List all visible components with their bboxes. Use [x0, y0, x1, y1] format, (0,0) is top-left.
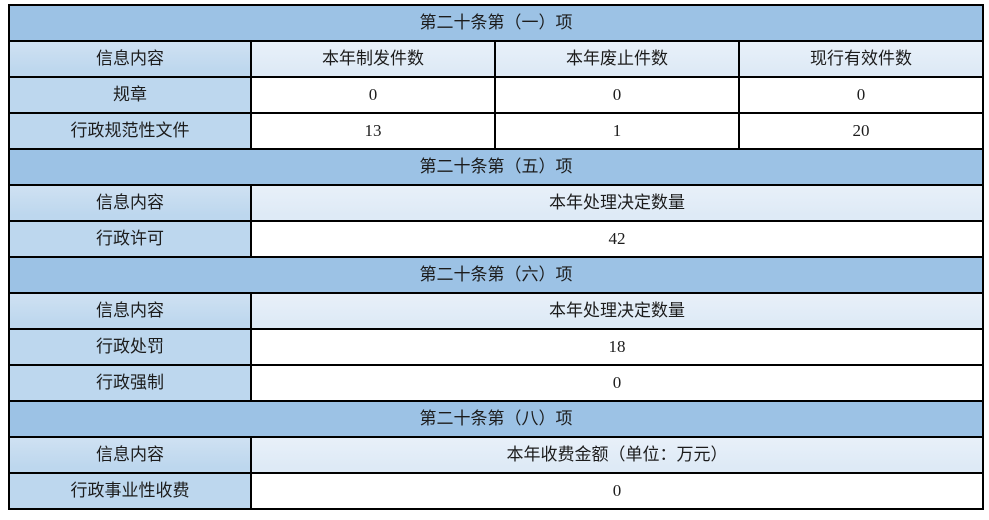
value-cell: 0	[738, 76, 984, 114]
section-title-cell: 第二十条第（六）项	[8, 256, 984, 294]
value-cell: 13	[250, 112, 496, 150]
value-cell: 18	[250, 328, 984, 366]
section-title-cell: 第二十条第（八）项	[8, 400, 984, 438]
column-header-row: 信息内容 本年处理决定数量	[8, 184, 984, 222]
row-label-cell: 行政处罚	[8, 328, 252, 366]
column-header-cell: 本年制发件数	[250, 40, 496, 78]
data-row: 行政规范性文件 13 1 20	[8, 112, 984, 150]
column-header-cell: 本年废止件数	[494, 40, 740, 78]
value-cell: 42	[250, 220, 984, 258]
row-label-cell: 规章	[8, 76, 252, 114]
info-content-header-cell: 信息内容	[8, 184, 252, 222]
value-cell: 0	[250, 364, 984, 402]
row-label-cell: 行政强制	[8, 364, 252, 402]
column-header-row: 信息内容 本年收费金额（单位：万元）	[8, 436, 984, 474]
column-header-cell: 本年处理决定数量	[250, 292, 984, 330]
row-label-cell: 行政规范性文件	[8, 112, 252, 150]
value-cell: 0	[250, 472, 984, 510]
info-content-header-cell: 信息内容	[8, 292, 252, 330]
row-label-cell: 行政许可	[8, 220, 252, 258]
value-cell: 0	[494, 76, 740, 114]
section-title-cell: 第二十条第（一）项	[8, 4, 984, 42]
section-title-row: 第二十条第（五）项	[8, 148, 984, 186]
column-header-cell: 现行有效件数	[738, 40, 984, 78]
info-content-header-cell: 信息内容	[8, 436, 252, 474]
column-header-cell: 本年收费金额（单位：万元）	[250, 436, 984, 474]
value-cell: 0	[250, 76, 496, 114]
column-header-row: 信息内容 本年处理决定数量	[8, 292, 984, 330]
column-header-row: 信息内容 本年制发件数 本年废止件数 现行有效件数	[8, 40, 984, 78]
info-content-header-cell: 信息内容	[8, 40, 252, 78]
data-row: 行政事业性收费 0	[8, 472, 984, 510]
column-header-cell: 本年处理决定数量	[250, 184, 984, 222]
data-row: 行政强制 0	[8, 364, 984, 402]
data-row: 规章 0 0 0	[8, 76, 984, 114]
data-row: 行政许可 42	[8, 220, 984, 258]
section-title-cell: 第二十条第（五）项	[8, 148, 984, 186]
section-title-row: 第二十条第（八）项	[8, 400, 984, 438]
section-title-row: 第二十条第（一）项	[8, 4, 984, 42]
value-cell: 20	[738, 112, 984, 150]
disclosure-stats-table: 第二十条第（一）项 信息内容 本年制发件数 本年废止件数 现行有效件数 规章 0 0 0 行政规范…	[8, 4, 984, 510]
table-body: 第二十条第（一）项 信息内容 本年制发件数 本年废止件数 现行有效件数 规章 0 0 0 行政规范…	[8, 4, 984, 510]
section-title-row: 第二十条第（六）项	[8, 256, 984, 294]
row-label-cell: 行政事业性收费	[8, 472, 252, 510]
data-row: 行政处罚 18	[8, 328, 984, 366]
value-cell: 1	[494, 112, 740, 150]
